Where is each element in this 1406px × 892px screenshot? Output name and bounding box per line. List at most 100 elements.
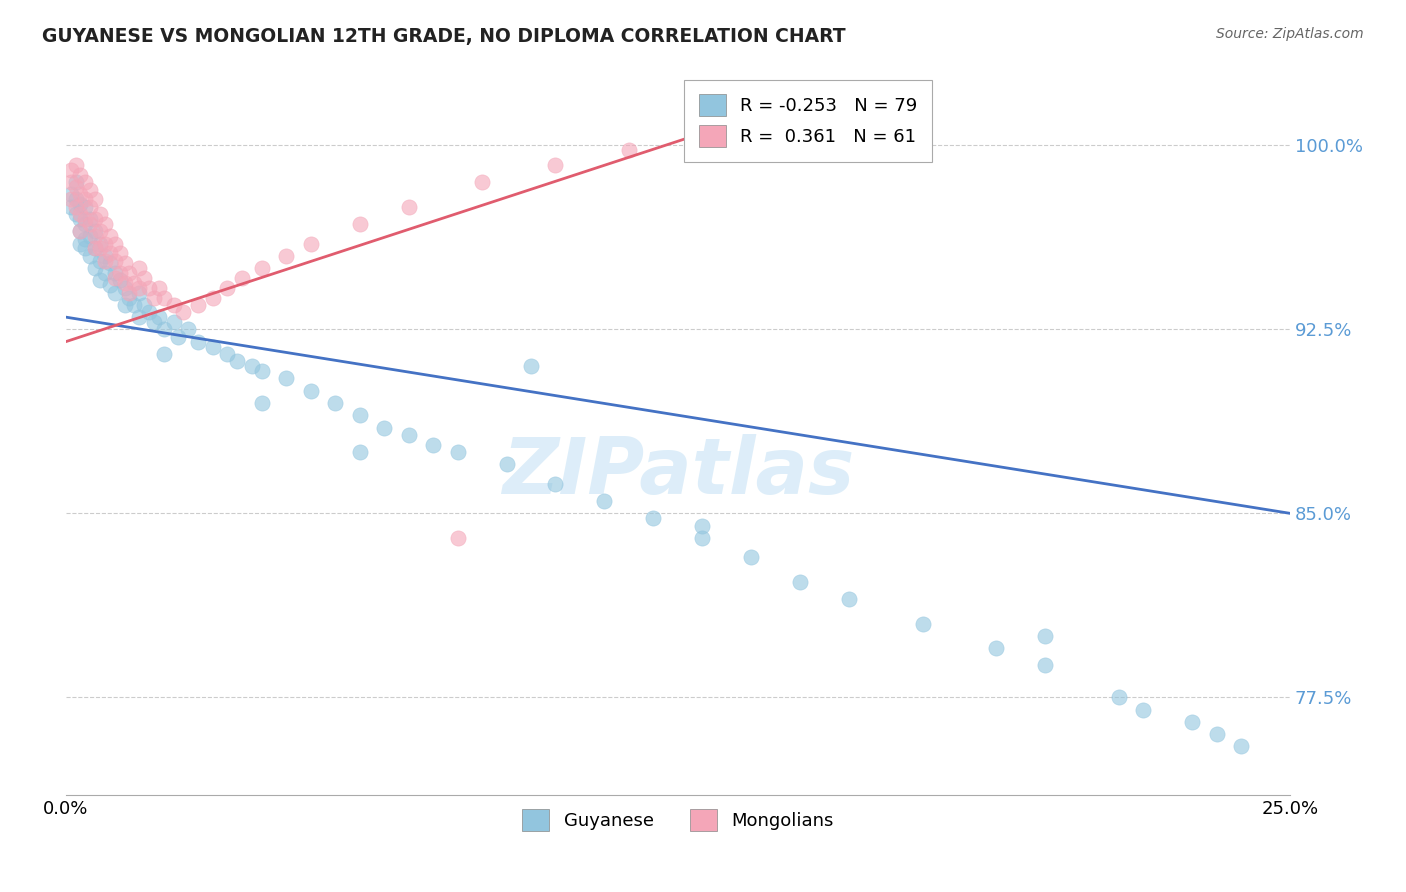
Point bbox=[446, 531, 468, 545]
Point bbox=[201, 340, 224, 354]
Point bbox=[118, 285, 141, 300]
Point bbox=[94, 217, 117, 231]
Point bbox=[89, 224, 111, 238]
Point bbox=[299, 384, 322, 398]
Point bbox=[69, 224, 91, 238]
Point bbox=[128, 261, 150, 276]
Point bbox=[838, 592, 860, 607]
Point bbox=[65, 158, 87, 172]
Point bbox=[250, 261, 273, 276]
Point bbox=[276, 249, 298, 263]
Text: GUYANESE VS MONGOLIAN 12TH GRADE, NO DIPLOMA CORRELATION CHART: GUYANESE VS MONGOLIAN 12TH GRADE, NO DIP… bbox=[42, 27, 846, 45]
Point bbox=[124, 298, 146, 312]
Point bbox=[84, 224, 107, 238]
Point bbox=[108, 266, 131, 280]
Point bbox=[446, 445, 468, 459]
Point bbox=[617, 144, 640, 158]
Point bbox=[94, 249, 117, 263]
Point bbox=[152, 291, 174, 305]
Point bbox=[152, 322, 174, 336]
Point bbox=[59, 175, 82, 189]
Point bbox=[1033, 658, 1056, 673]
Point bbox=[75, 175, 97, 189]
Point bbox=[398, 428, 420, 442]
Point bbox=[138, 281, 160, 295]
Point bbox=[740, 550, 762, 565]
Point bbox=[79, 217, 101, 231]
Point bbox=[84, 229, 107, 244]
Point bbox=[75, 212, 97, 227]
Point bbox=[59, 187, 82, 202]
Text: ZIPatlas: ZIPatlas bbox=[502, 434, 853, 509]
Legend: Guyanese, Mongolians: Guyanese, Mongolians bbox=[508, 794, 848, 846]
Point bbox=[104, 271, 127, 285]
Point bbox=[1230, 739, 1253, 754]
Point bbox=[114, 256, 136, 270]
Point bbox=[142, 291, 165, 305]
Point bbox=[69, 236, 91, 251]
Point bbox=[69, 197, 91, 211]
Point bbox=[84, 193, 107, 207]
Point bbox=[142, 315, 165, 329]
Text: Source: ZipAtlas.com: Source: ZipAtlas.com bbox=[1216, 27, 1364, 41]
Point bbox=[593, 494, 616, 508]
Point bbox=[177, 322, 200, 336]
Point bbox=[692, 531, 714, 545]
Point bbox=[75, 242, 97, 256]
Point bbox=[104, 236, 127, 251]
Point bbox=[1132, 702, 1154, 716]
Point bbox=[250, 396, 273, 410]
Point bbox=[148, 310, 170, 325]
Point bbox=[124, 276, 146, 290]
Point bbox=[59, 200, 82, 214]
Point bbox=[986, 641, 1008, 656]
Point bbox=[98, 229, 121, 244]
Point bbox=[128, 281, 150, 295]
Point bbox=[217, 347, 239, 361]
Point bbox=[250, 364, 273, 378]
Point bbox=[69, 212, 91, 227]
Point bbox=[98, 256, 121, 270]
Point bbox=[217, 281, 239, 295]
Point bbox=[79, 249, 101, 263]
Point bbox=[118, 266, 141, 280]
Point bbox=[134, 298, 156, 312]
Point bbox=[84, 242, 107, 256]
Point bbox=[201, 291, 224, 305]
Point bbox=[495, 458, 517, 472]
Point bbox=[148, 281, 170, 295]
Point bbox=[114, 281, 136, 295]
Point bbox=[349, 217, 371, 231]
Point bbox=[75, 217, 97, 231]
Point bbox=[89, 207, 111, 221]
Point bbox=[94, 266, 117, 280]
Point bbox=[226, 354, 249, 368]
Point bbox=[84, 212, 107, 227]
Point bbox=[349, 409, 371, 423]
Point bbox=[162, 315, 184, 329]
Point bbox=[323, 396, 346, 410]
Point bbox=[231, 271, 253, 285]
Point bbox=[128, 310, 150, 325]
Point bbox=[89, 242, 111, 256]
Point bbox=[69, 224, 91, 238]
Point bbox=[98, 246, 121, 260]
Point bbox=[172, 305, 194, 319]
Point bbox=[69, 168, 91, 182]
Point bbox=[240, 359, 263, 374]
Point bbox=[398, 200, 420, 214]
Point bbox=[162, 298, 184, 312]
Point bbox=[114, 298, 136, 312]
Point bbox=[128, 285, 150, 300]
Point bbox=[1033, 629, 1056, 643]
Point bbox=[75, 232, 97, 246]
Point bbox=[104, 285, 127, 300]
Point bbox=[911, 616, 934, 631]
Point bbox=[79, 183, 101, 197]
Point bbox=[65, 193, 87, 207]
Point bbox=[118, 291, 141, 305]
Point bbox=[69, 187, 91, 202]
Point bbox=[138, 305, 160, 319]
Point bbox=[789, 574, 811, 589]
Point bbox=[134, 271, 156, 285]
